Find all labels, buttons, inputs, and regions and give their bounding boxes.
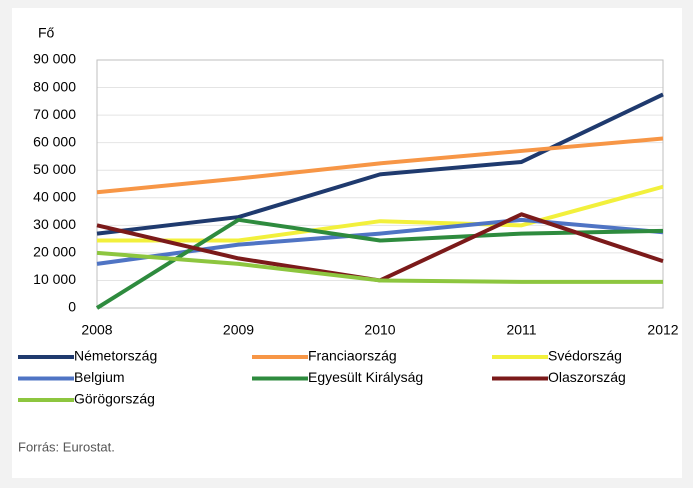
x-tick-label: 2010 (364, 322, 395, 338)
legend-label: Görögország (74, 391, 155, 407)
legend-label: Belgium (74, 369, 125, 385)
legend-label: Franciaország (308, 348, 397, 364)
y-tick-label: 0 (68, 299, 76, 315)
plot-frame (96, 59, 664, 309)
y-tick-label: 80 000 (33, 78, 76, 94)
series-line (96, 92, 664, 236)
x-tick-label: 2011 (506, 322, 536, 338)
series-line (97, 184, 664, 243)
x-tick-label: 2012 (647, 322, 678, 338)
y-tick-label: 60 000 (33, 133, 76, 149)
y-tick-label: 50 000 (33, 161, 76, 177)
legend-label: Svédország (548, 348, 622, 364)
y-axis-label: Fő (38, 25, 55, 41)
y-tick-label: 20 000 (33, 244, 76, 260)
y-tick-label: 90 000 (33, 51, 76, 67)
series-line (96, 250, 663, 284)
chart-area (12, 8, 682, 478)
y-tick-label: 40 000 (33, 188, 76, 204)
legend-label: Egyesült Királyság (308, 369, 423, 385)
x-tick-label: 2008 (81, 322, 112, 338)
y-tick-label: 10 000 (33, 271, 76, 287)
y-tick-label: 70 000 (33, 106, 76, 122)
series-line (96, 136, 664, 195)
legend-label: Németország (74, 348, 157, 364)
legend-label: Olaszország (548, 369, 626, 385)
x-tick-label: 2009 (223, 322, 254, 338)
source: Forrás: Eurostat. (18, 439, 115, 454)
y-tick-label: 30 000 (33, 216, 76, 232)
